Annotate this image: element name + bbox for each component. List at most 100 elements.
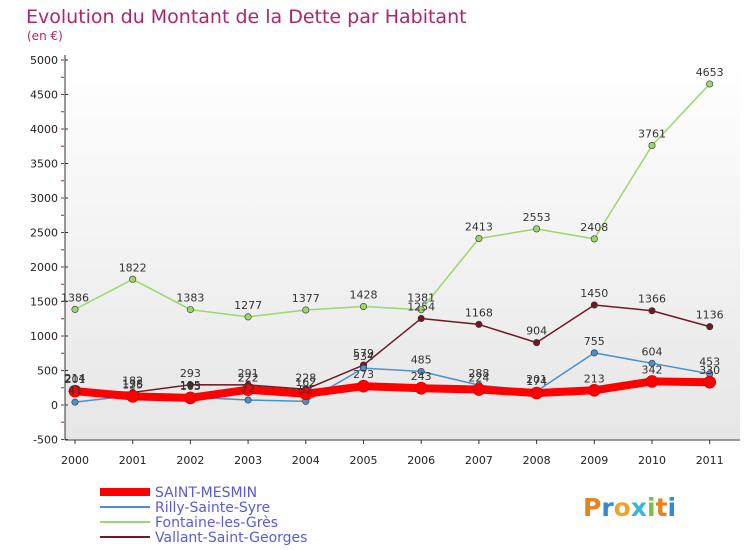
- data-label: 904: [526, 325, 547, 338]
- data-label: 342: [642, 363, 663, 376]
- data-point: [241, 383, 255, 396]
- proxiti-logo: Proxiti: [583, 493, 676, 522]
- x-tick-label: 2003: [234, 454, 262, 467]
- data-label: 291: [238, 367, 259, 380]
- x-tick-label: 2004: [292, 454, 320, 467]
- data-label: 103: [180, 380, 201, 393]
- data-label: 182: [122, 374, 143, 387]
- data-point: [68, 384, 82, 398]
- data-label: 534: [353, 350, 374, 363]
- data-point: [533, 339, 541, 347]
- data-label: 293: [180, 367, 201, 380]
- data-point: [414, 381, 428, 395]
- data-point: [186, 381, 194, 389]
- legend-label: Rilly-Sainte-Syre: [155, 500, 270, 516]
- y-tick-label: 2500: [30, 227, 58, 240]
- x-tick-label: 2005: [350, 454, 378, 467]
- plot-background: [65, 60, 740, 439]
- series-saint-mesmin: [68, 375, 717, 405]
- data-point: [475, 235, 483, 243]
- data-label: 1450: [580, 287, 608, 300]
- data-label: 52: [299, 383, 313, 396]
- y-tick-label: 500: [37, 365, 58, 378]
- legend-label: Fontaine-les-Grès: [155, 515, 278, 531]
- data-point: [533, 225, 541, 233]
- chart-title: Evolution du Montant de la Dette par Hab…: [26, 6, 467, 28]
- data-label: 72: [241, 382, 255, 395]
- y-tick-label: 4000: [30, 123, 58, 136]
- svg-text:Proxiti: Proxiti: [583, 493, 676, 522]
- data-point: [129, 275, 137, 283]
- data-point: [590, 301, 598, 309]
- x-tick-label: 2007: [465, 454, 493, 467]
- data-label: 228: [295, 371, 316, 384]
- series-line: [74, 83, 711, 318]
- data-label: 162: [295, 376, 316, 389]
- data-labels-layer: 214 182 293 291 228 579 1254 1168 904 1450 1366 113…: [61, 66, 724, 397]
- data-point: [590, 349, 598, 357]
- data-label: 214: [65, 372, 86, 385]
- y-tick-label: 4500: [30, 89, 58, 102]
- data-point: [648, 359, 656, 367]
- data-point: [71, 398, 79, 406]
- data-label: 222: [238, 372, 259, 385]
- data-label: 1136: [696, 309, 724, 322]
- data-point: [302, 306, 310, 314]
- x-tick-label: 2000: [61, 454, 89, 467]
- data-point: [587, 384, 601, 397]
- data-label: 485: [411, 354, 432, 367]
- data-point: [648, 141, 656, 149]
- data-label: 138: [122, 377, 143, 390]
- data-point: [417, 306, 425, 314]
- y-tick-label: 3500: [30, 158, 58, 171]
- x-tick-label: 2001: [119, 454, 147, 467]
- data-point: [244, 396, 252, 404]
- series-line: [74, 304, 710, 394]
- data-point: [299, 387, 313, 401]
- y-tick-label: 3000: [30, 192, 58, 205]
- data-point: [184, 391, 197, 405]
- axes: -500 0 500 1000 1500 2000 2500 3000 3500 4000 4500…: [30, 54, 740, 467]
- data-label: 125: [122, 378, 143, 391]
- data-label: 579: [353, 347, 374, 360]
- x-tick-label: 2002: [176, 454, 204, 467]
- y-tick-label: 2000: [30, 261, 58, 274]
- chart-subtitle: (en €): [27, 29, 63, 43]
- y-tick-label: 5000: [30, 54, 58, 67]
- y-tick-label: 1000: [30, 330, 58, 343]
- data-point: [359, 302, 367, 310]
- data-label: 1428: [350, 288, 378, 301]
- data-label: 1254: [407, 300, 435, 313]
- x-tick-label: 2009: [580, 454, 608, 467]
- data-point: [703, 375, 717, 389]
- data-label: 41: [68, 384, 82, 397]
- data-label: 1386: [61, 291, 89, 304]
- data-label: 4653: [696, 66, 724, 79]
- data-label: 1381: [407, 292, 435, 305]
- data-point: [71, 305, 79, 313]
- data-label: 213: [584, 372, 605, 385]
- data-label: 1377: [292, 292, 320, 305]
- data-point: [648, 307, 656, 315]
- data-label: 224: [468, 372, 489, 385]
- y-tick-label: -500: [33, 434, 58, 447]
- data-point: [186, 306, 194, 314]
- data-point: [417, 368, 425, 376]
- data-label: 755: [584, 335, 605, 348]
- data-point: [590, 235, 598, 243]
- data-point: [530, 386, 543, 400]
- data-point: [417, 314, 425, 322]
- x-tick-label: 2010: [638, 454, 666, 467]
- data-label: 273: [353, 368, 374, 381]
- series-line: [74, 377, 710, 402]
- data-label: 1366: [638, 293, 666, 306]
- data-label: 2553: [523, 211, 551, 224]
- series-fontaine-les-gr-s: [71, 80, 714, 321]
- data-label: 1383: [176, 292, 204, 305]
- data-label: 115: [180, 379, 201, 392]
- x-tick-label: 2006: [407, 454, 435, 467]
- data-label: 1168: [465, 306, 493, 319]
- data-label: 1822: [119, 261, 147, 274]
